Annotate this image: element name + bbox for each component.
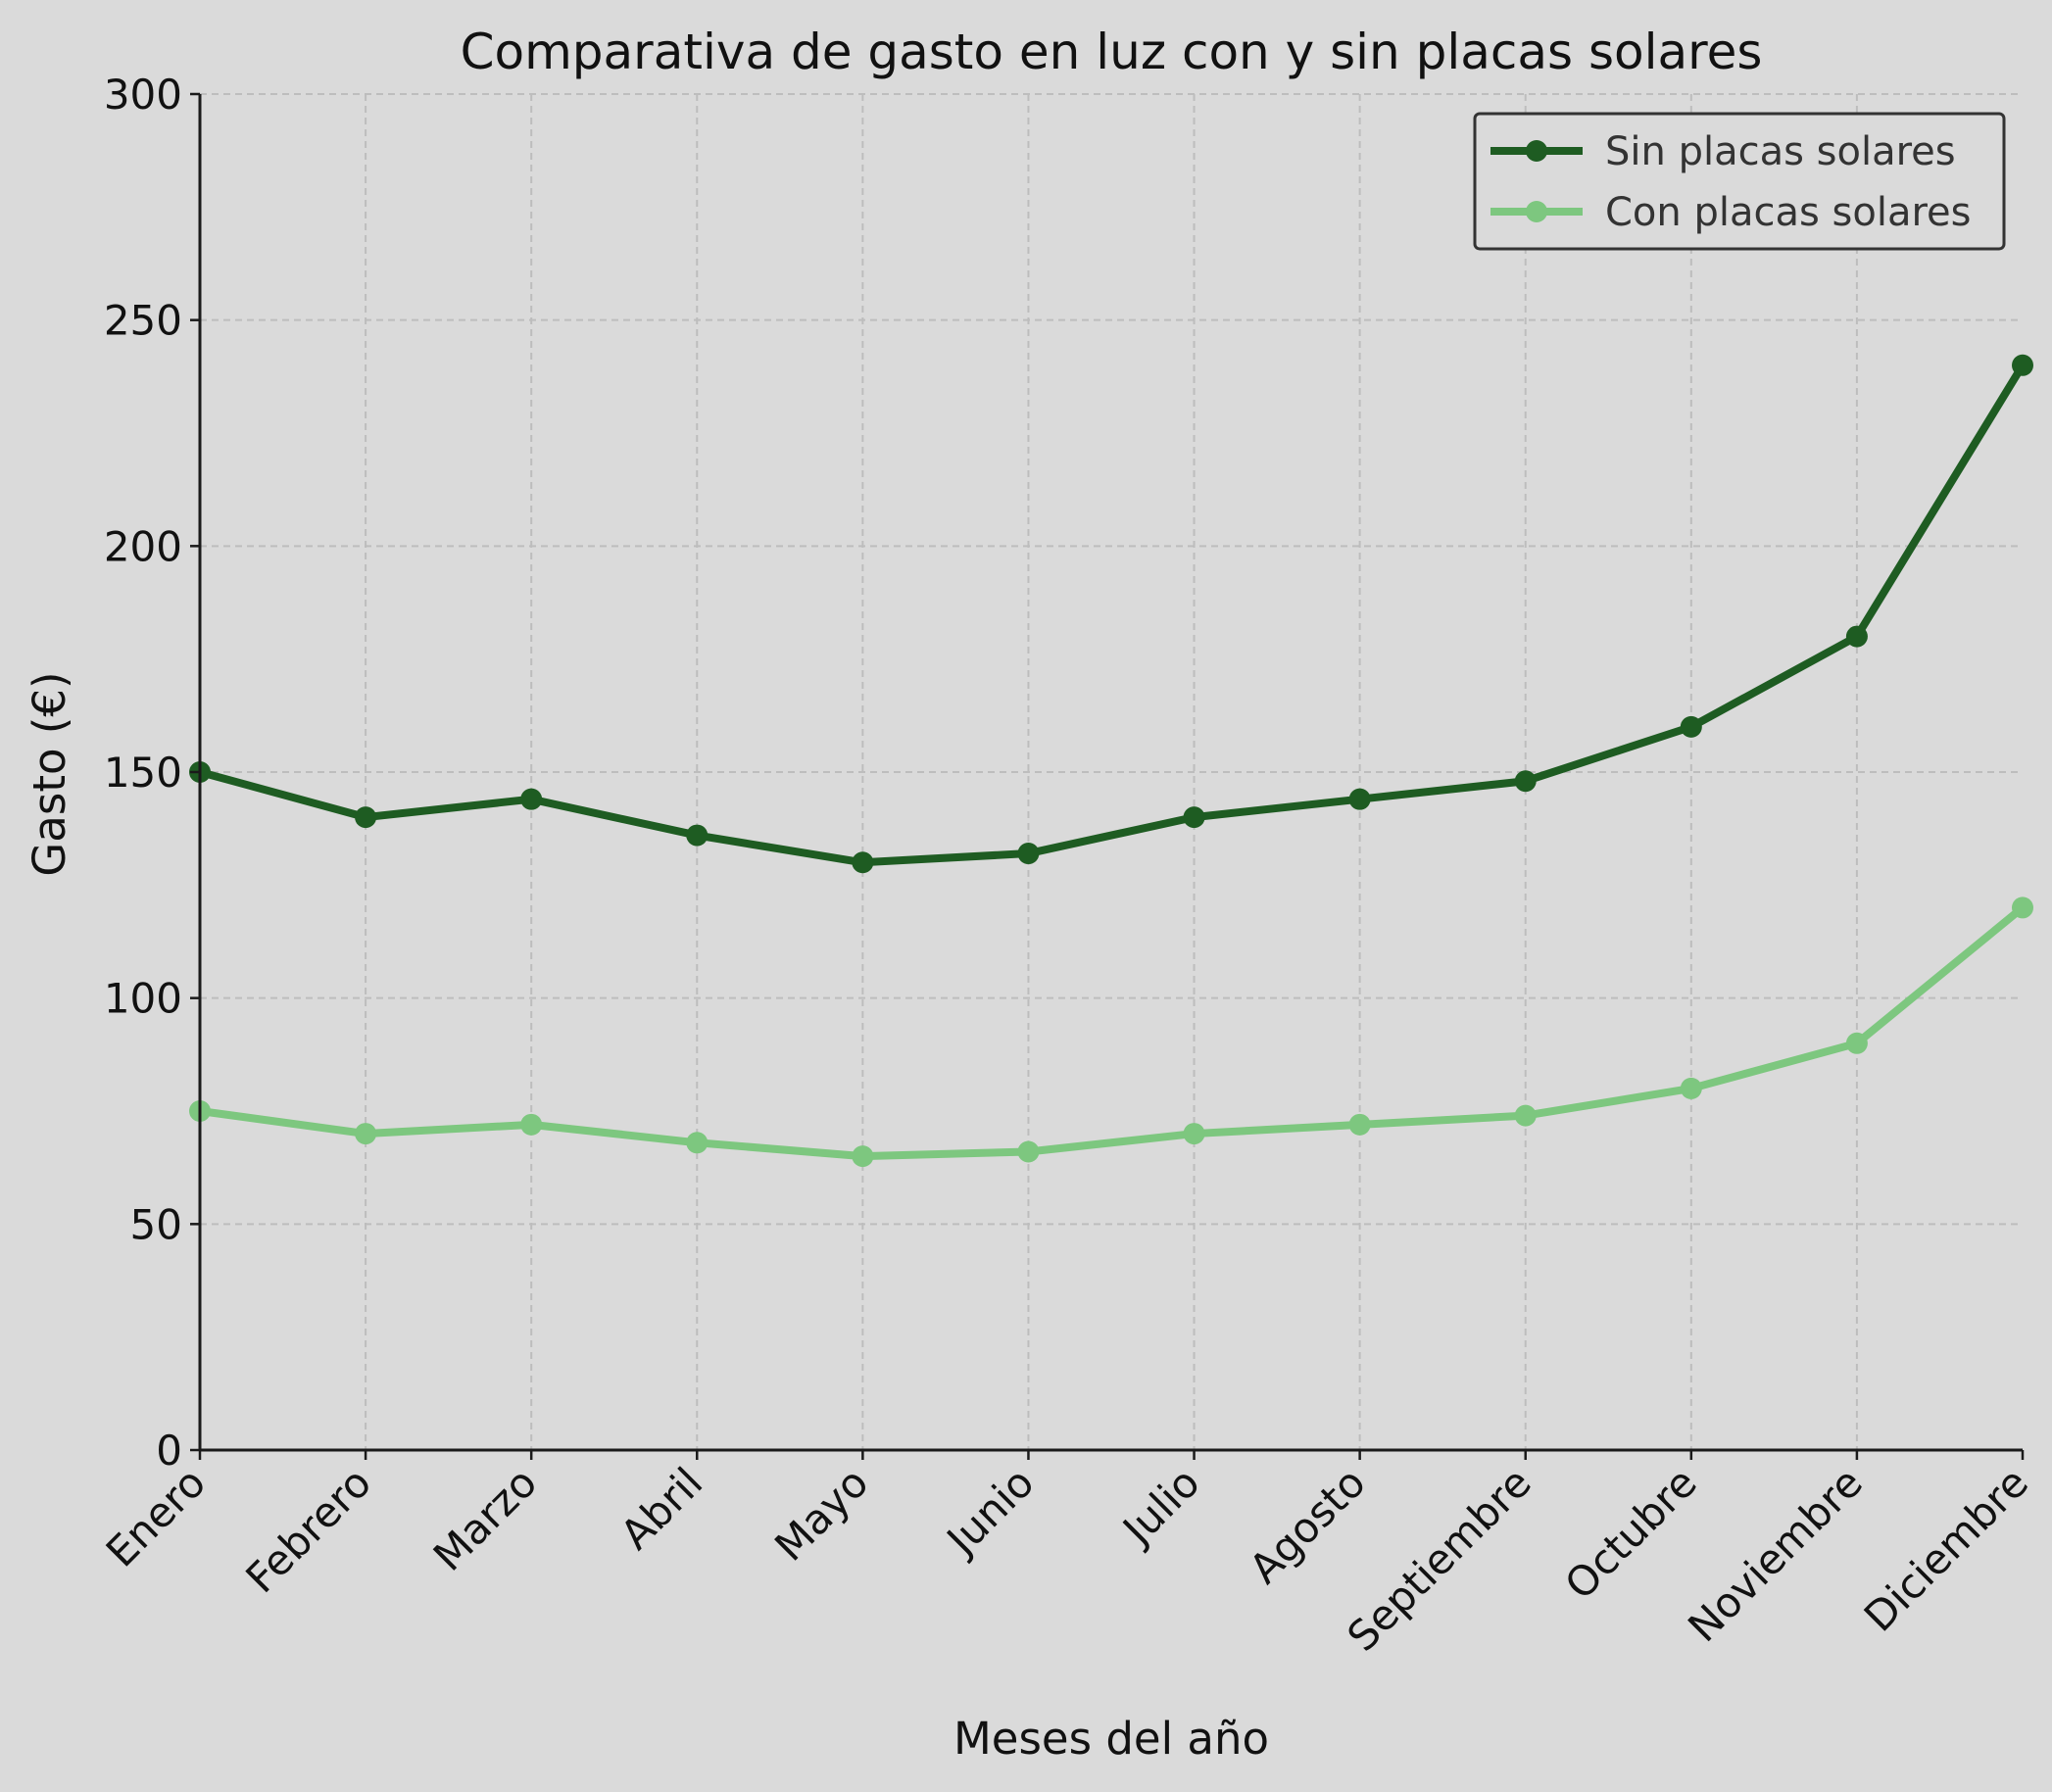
- series-line: [196, 903, 2027, 1161]
- grid: [200, 93, 2023, 1450]
- y-tick-label: 50: [130, 1200, 182, 1248]
- data-point: [852, 1145, 874, 1168]
- data-point: [1348, 788, 1371, 810]
- legend-swatch-marker: [1526, 140, 1547, 162]
- x-tick-label: Febrero: [236, 1458, 380, 1602]
- data-point: [520, 1113, 543, 1136]
- x-tick-label: Mayo: [765, 1458, 877, 1570]
- legend-box: [1473, 112, 2006, 251]
- y-tick-label: 200: [104, 522, 182, 570]
- data-point: [1514, 770, 1537, 793]
- x-tick-label: Junio: [936, 1458, 1044, 1566]
- x-tick-label: Noviembre: [1679, 1458, 1872, 1651]
- data-point: [1017, 1140, 1040, 1163]
- data-point: [1183, 1123, 1205, 1145]
- x-axis-label: Meses del año: [953, 1713, 1269, 1765]
- ticks: 0 50 100 150 200 250 300 Enero Febrero Marzo Abril…: [97, 71, 2037, 1661]
- chart-title: Comparativa de gasto en luz con y sin pl…: [461, 24, 1763, 80]
- data-point: [1845, 625, 1868, 648]
- y-axis-label: Gasto (€): [24, 671, 75, 876]
- y-tick-label: 300: [104, 71, 182, 119]
- series-0: [189, 354, 2033, 874]
- series-group: [189, 354, 2033, 1168]
- data-point: [1680, 1077, 1702, 1099]
- data-point: [355, 1123, 377, 1145]
- data-point: [1845, 1032, 1868, 1054]
- x-tick-label: Marzo: [424, 1458, 546, 1579]
- x-tick-label: Agosto: [1240, 1458, 1374, 1592]
- legend-label: Con placas solares: [1605, 190, 1972, 235]
- x-tick-label: Abril: [611, 1458, 712, 1559]
- data-point: [852, 851, 874, 874]
- data-point: [1348, 1113, 1371, 1136]
- x-tick-label: Julio: [1112, 1458, 1209, 1555]
- data-point: [1183, 806, 1205, 829]
- y-tick-label: 250: [104, 297, 182, 345]
- legend-swatch-marker: [1526, 201, 1547, 222]
- series-1: [189, 896, 2033, 1168]
- series-line: [196, 361, 2027, 867]
- x-tick-label: Enero: [97, 1458, 215, 1575]
- data-point: [1514, 1104, 1537, 1127]
- y-tick-label: 100: [104, 975, 182, 1023]
- y-tick-label: 0: [156, 1427, 182, 1475]
- data-point: [686, 824, 708, 847]
- data-point: [355, 806, 377, 829]
- x-tick-label: Octubre: [1555, 1458, 1706, 1609]
- data-point: [686, 1132, 708, 1154]
- x-tick-label: Diciembre: [1855, 1458, 2037, 1640]
- data-point: [1017, 843, 1040, 865]
- data-point: [520, 788, 543, 810]
- data-point: [2012, 354, 2033, 376]
- data-point: [2012, 896, 2033, 919]
- y-tick-label: 150: [104, 749, 182, 797]
- legend-label: Sin placas solares: [1605, 129, 1956, 174]
- data-point: [1680, 715, 1702, 738]
- legend: Sin placas solares Con placas solares: [1473, 112, 2006, 251]
